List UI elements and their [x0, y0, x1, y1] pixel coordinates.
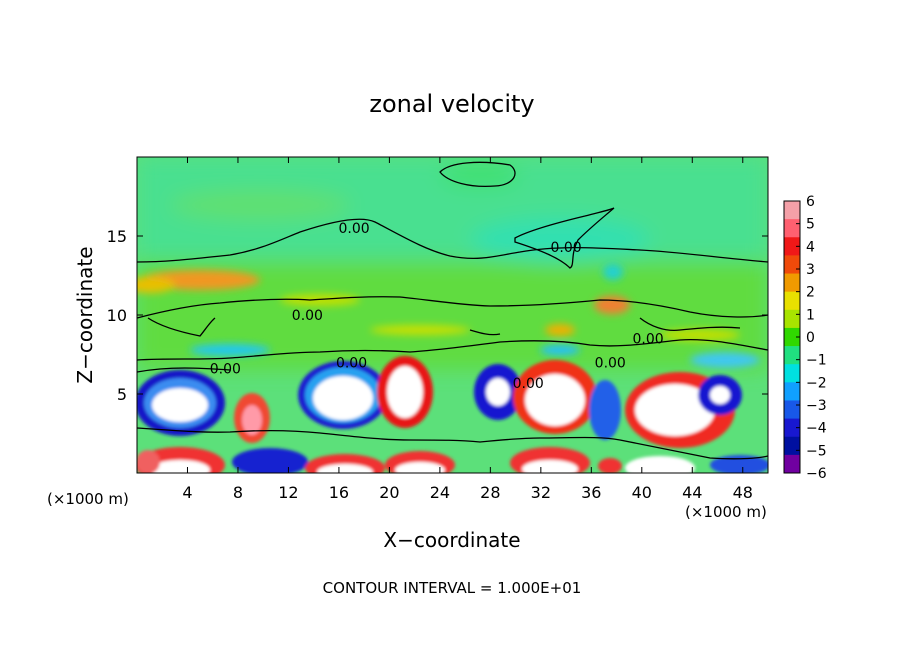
colorbar-tick-label: −6: [806, 466, 827, 482]
colorbar-tick-label: −4: [806, 421, 827, 437]
contour-label: 0.00: [292, 308, 323, 324]
y-axis-label: Z−coordinate: [73, 246, 97, 383]
colorbar-tick-label: 0: [806, 330, 815, 346]
x-tick-label: 44: [682, 483, 702, 502]
colorbar-tick-label: −1: [806, 353, 827, 369]
colorbar-swatch: [784, 237, 800, 256]
contour-lines: [137, 161, 768, 460]
x-tick-label: 40: [632, 483, 652, 502]
colorbar-swatch: [784, 273, 800, 293]
colorbar-swatch: [784, 219, 800, 238]
y-tick-label: 5: [117, 385, 127, 404]
colorbar-swatch: [784, 309, 800, 329]
colorbar-tick-label: 2: [806, 285, 815, 301]
colorbar-swatch: [784, 255, 800, 275]
contour-interval-note: CONTOUR INTERVAL = 1.000E+01: [323, 579, 582, 597]
x-unit-right: (×1000 m): [685, 503, 767, 521]
y-tick-label: 10: [107, 306, 127, 325]
colorbar-tick-label: −2: [806, 375, 827, 391]
x-tick-label: 28: [480, 483, 500, 502]
x-tick-label: 48: [733, 483, 753, 502]
x-axis: 4 8 12 16 20 24 28 32 36 40 44 48: [182, 157, 753, 502]
x-tick-label: 20: [379, 483, 399, 502]
contour-labels: 0.00 0.00 0.00 0.00 0.00 0.00 0.00 0.00: [210, 221, 664, 392]
colorbar-swatch: [784, 454, 800, 474]
colorbar-tick-label: −5: [806, 443, 827, 459]
y-axis: 5 10 15: [107, 227, 768, 404]
x-tick-label: 4: [182, 483, 192, 502]
heatmap-field: [137, 157, 768, 473]
colorbar-swatch: [784, 418, 800, 438]
colorbar: 6 5 4 3 2 1 0 −1 −2 −3 −4 −5 −6: [783, 194, 827, 482]
contour-label: 0.00: [550, 240, 581, 256]
x-tick-label: 32: [531, 483, 551, 502]
x-tick-label: 36: [581, 483, 601, 502]
colorbar-tick-label: 6: [806, 194, 815, 210]
colorbar-tick-label: 1: [806, 307, 815, 323]
x-axis-label: X−coordinate: [383, 528, 520, 552]
colorbar-swatch: [784, 327, 800, 347]
colorbar-swatch: [784, 436, 800, 456]
colorbar-tick-label: −3: [806, 398, 827, 414]
colorbar-swatch: [784, 400, 800, 420]
colorbar-tick-label: 4: [806, 239, 815, 255]
x-tick-label: 16: [329, 483, 349, 502]
contour-label: 0.00: [210, 362, 241, 378]
colorbar-swatch: [784, 364, 800, 383]
colorbar-swatch: [784, 346, 800, 365]
colorbar-swatch: [784, 382, 800, 401]
colorbar-swatch: [784, 291, 800, 311]
contour-label: 0.00: [336, 355, 367, 371]
x-tick-label: 8: [233, 483, 243, 502]
contour-label: 0.00: [633, 332, 664, 348]
colorbar-tick-label: 5: [806, 217, 815, 233]
colorbar-tick-label: 3: [806, 262, 815, 278]
y-tick-label: 15: [107, 227, 127, 246]
x-unit-left: (×1000 m): [47, 490, 129, 508]
x-tick-label: 24: [430, 483, 450, 502]
colorbar-swatch: [784, 201, 800, 220]
x-tick-label: 12: [278, 483, 298, 502]
contour-label: 0.00: [595, 355, 626, 371]
contour-label: 0.00: [513, 376, 544, 392]
chart-title: zonal velocity: [369, 90, 534, 118]
contour-label: 0.00: [338, 221, 369, 237]
